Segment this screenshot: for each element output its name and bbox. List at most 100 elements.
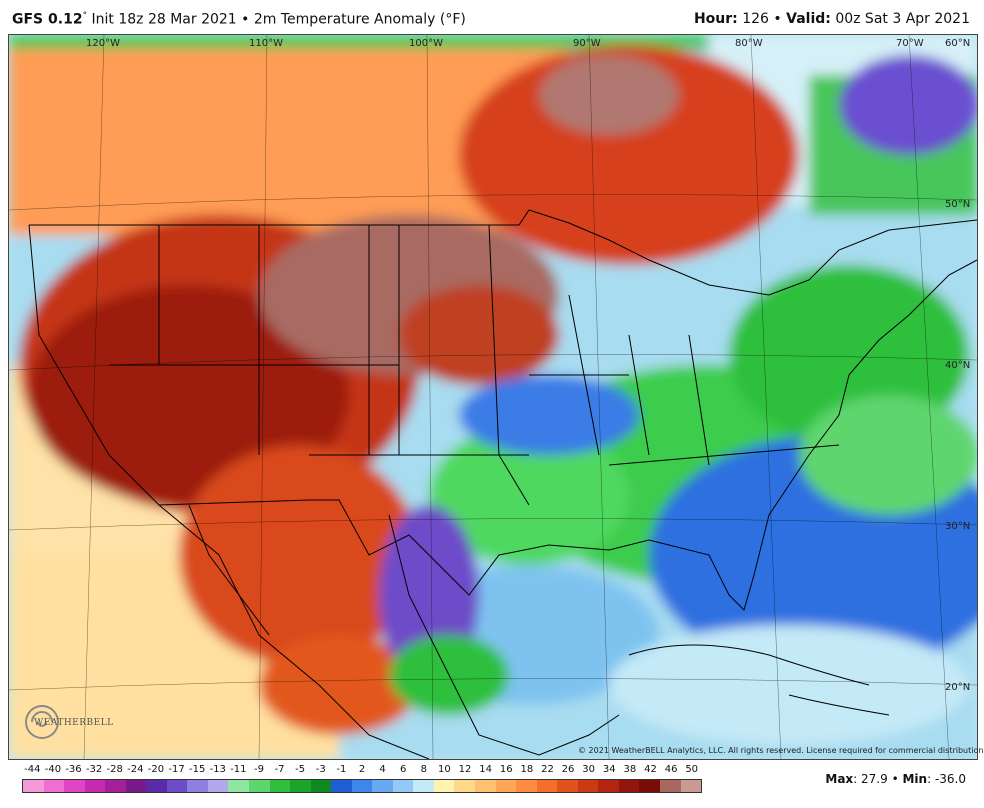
colorbar-swatch [146,780,167,792]
colorbar-swatch [23,780,44,792]
colorbar-label: 8 [420,764,427,775]
colorbar-label: -5 [295,764,306,775]
colorbar-label: -32 [85,764,103,775]
colorbar-label: 46 [664,764,678,775]
colorbar-swatch [413,780,434,792]
colorbar-label: -3 [315,764,326,775]
anomaly-map [8,34,978,760]
max-min-stats: Max: 27.9 • Min: -36.0 [825,772,966,786]
colorbar-swatch [84,780,106,792]
colorbar-label: 26 [561,764,575,775]
colorbar-swatch [639,780,660,792]
colorbar-swatch [290,780,311,792]
map-header: GFS 0.12° Init 18z 28 Mar 2021 • 2m Temp… [0,0,984,34]
logo-text: WEATHERBELL [34,718,114,728]
max-value: : 27.9 [853,772,888,786]
colorbar-label: -11 [230,764,247,775]
colorbar-swatch [577,780,599,792]
graticule [9,35,977,759]
colorbar-label: -15 [188,764,206,775]
colorbar-swatch [125,780,147,792]
colorbar-swatch [680,780,702,792]
max-label: Max [825,772,854,786]
valid-label: Valid: [786,11,831,27]
colorbar-swatch [166,780,188,792]
borders [28,209,977,759]
degree-sign: ° [82,11,88,21]
field-name: 2m Temperature Anomaly (°F) [253,11,466,28]
colorbar-label: 2 [358,764,366,775]
colorbar-swatch [557,780,578,792]
colorbar-swatch [249,780,270,792]
header-left: GFS 0.12° Init 18z 28 Mar 2021 • 2m Temp… [12,11,466,28]
colorbar-label: -40 [44,764,62,775]
init-time: Init 18z 28 Mar 2021 [91,11,237,28]
lat-label-20n: 20°N [945,682,971,693]
colorbar-swatch [495,780,517,792]
colorbar-swatch [598,780,619,792]
header-right: Hour: 126 • Valid: 00z Sat 3 Apr 2021 [694,11,970,27]
lon-label-100w: 100°W [409,38,443,49]
colorbar-swatch [618,780,640,792]
colorbar-label: -24 [127,764,144,775]
colorbar-swatch [372,780,393,792]
colorbar-label: 12 [458,764,472,775]
model-name: GFS 0.12 [12,11,83,28]
lon-label-70w: 70°W [896,38,924,49]
colorbar-swatch [269,780,291,792]
colorbar-label: 22 [541,764,554,775]
lon-label-80w: 80°W [735,38,763,49]
colorbar-label: 42 [644,764,657,775]
colorbar-swatch [433,780,455,792]
hour-label: Hour: [693,11,738,27]
min-label: Min [902,772,928,786]
lon-label-120w: 120°W [86,38,120,49]
lat-label-50n: 50°N [945,199,971,210]
colorbar-scale [22,779,702,793]
bullet-2: • [773,11,782,27]
bullet-1: • [241,11,250,28]
colorbar-label: -44 [24,764,41,775]
colorbar-label: 10 [438,764,451,775]
colorbar-swatch [207,780,229,792]
colorbar-swatch [331,780,352,792]
colorbar-label: -36 [65,764,82,775]
stats-separator: • [891,772,899,786]
colorbar-swatch [475,780,496,792]
colorbar-swatch [392,780,414,792]
colorbar-label: -28 [106,764,123,775]
colorbar-label: 6 [400,764,407,775]
copyright-text: © 2021 WeatherBELL Analytics, LLC. All r… [578,746,984,755]
colorbar-label: 30 [582,764,596,775]
colorbar-swatch [228,780,250,792]
swirl-logo-icon [25,705,60,739]
colorbar-label: -1 [336,764,347,775]
colorbar-swatch [310,780,332,792]
lon-label-110w: 110°W [249,38,283,49]
colorbar-label: -17 [168,764,185,775]
lat-label-30n: 30°N [945,521,971,532]
lat-label-60n: 60°N [945,38,971,49]
colorbar-label: -9 [253,764,264,775]
colorbar-swatch [454,780,476,792]
colorbar-label: 38 [623,764,637,775]
colorbar-swatch [536,780,558,792]
colorbar-swatch [43,780,65,792]
colorbar: -44 -40 -36 -32 -28 -24 -20 -17 -15 -13 -11 -9 -7 -5-… [22,764,702,794]
colorbar-swatch [187,780,208,792]
colorbar-label: -13 [209,764,226,775]
colorbar-swatch [659,780,681,792]
min-value: : -36.0 [927,772,966,786]
colorbar-label: 4 [379,764,386,775]
colorbar-swatch [64,780,85,792]
colorbar-label: -20 [147,764,165,775]
colorbar-label: 18 [520,764,534,775]
colorbar-swatch [351,780,373,792]
anomaly-field [9,35,977,759]
valid-value: 00z Sat 3 Apr 2021 [835,11,970,27]
colorbar-swatch [516,780,537,792]
colorbar-labels: -44 -40 -36 -32 -28 -24 -20 -17 -15 -13 -11 -9 -7 -5-… [22,764,702,778]
colorbar-label: 34 [602,764,616,775]
lat-label-40n: 40°N [945,360,971,371]
colorbar-swatch [105,780,126,792]
